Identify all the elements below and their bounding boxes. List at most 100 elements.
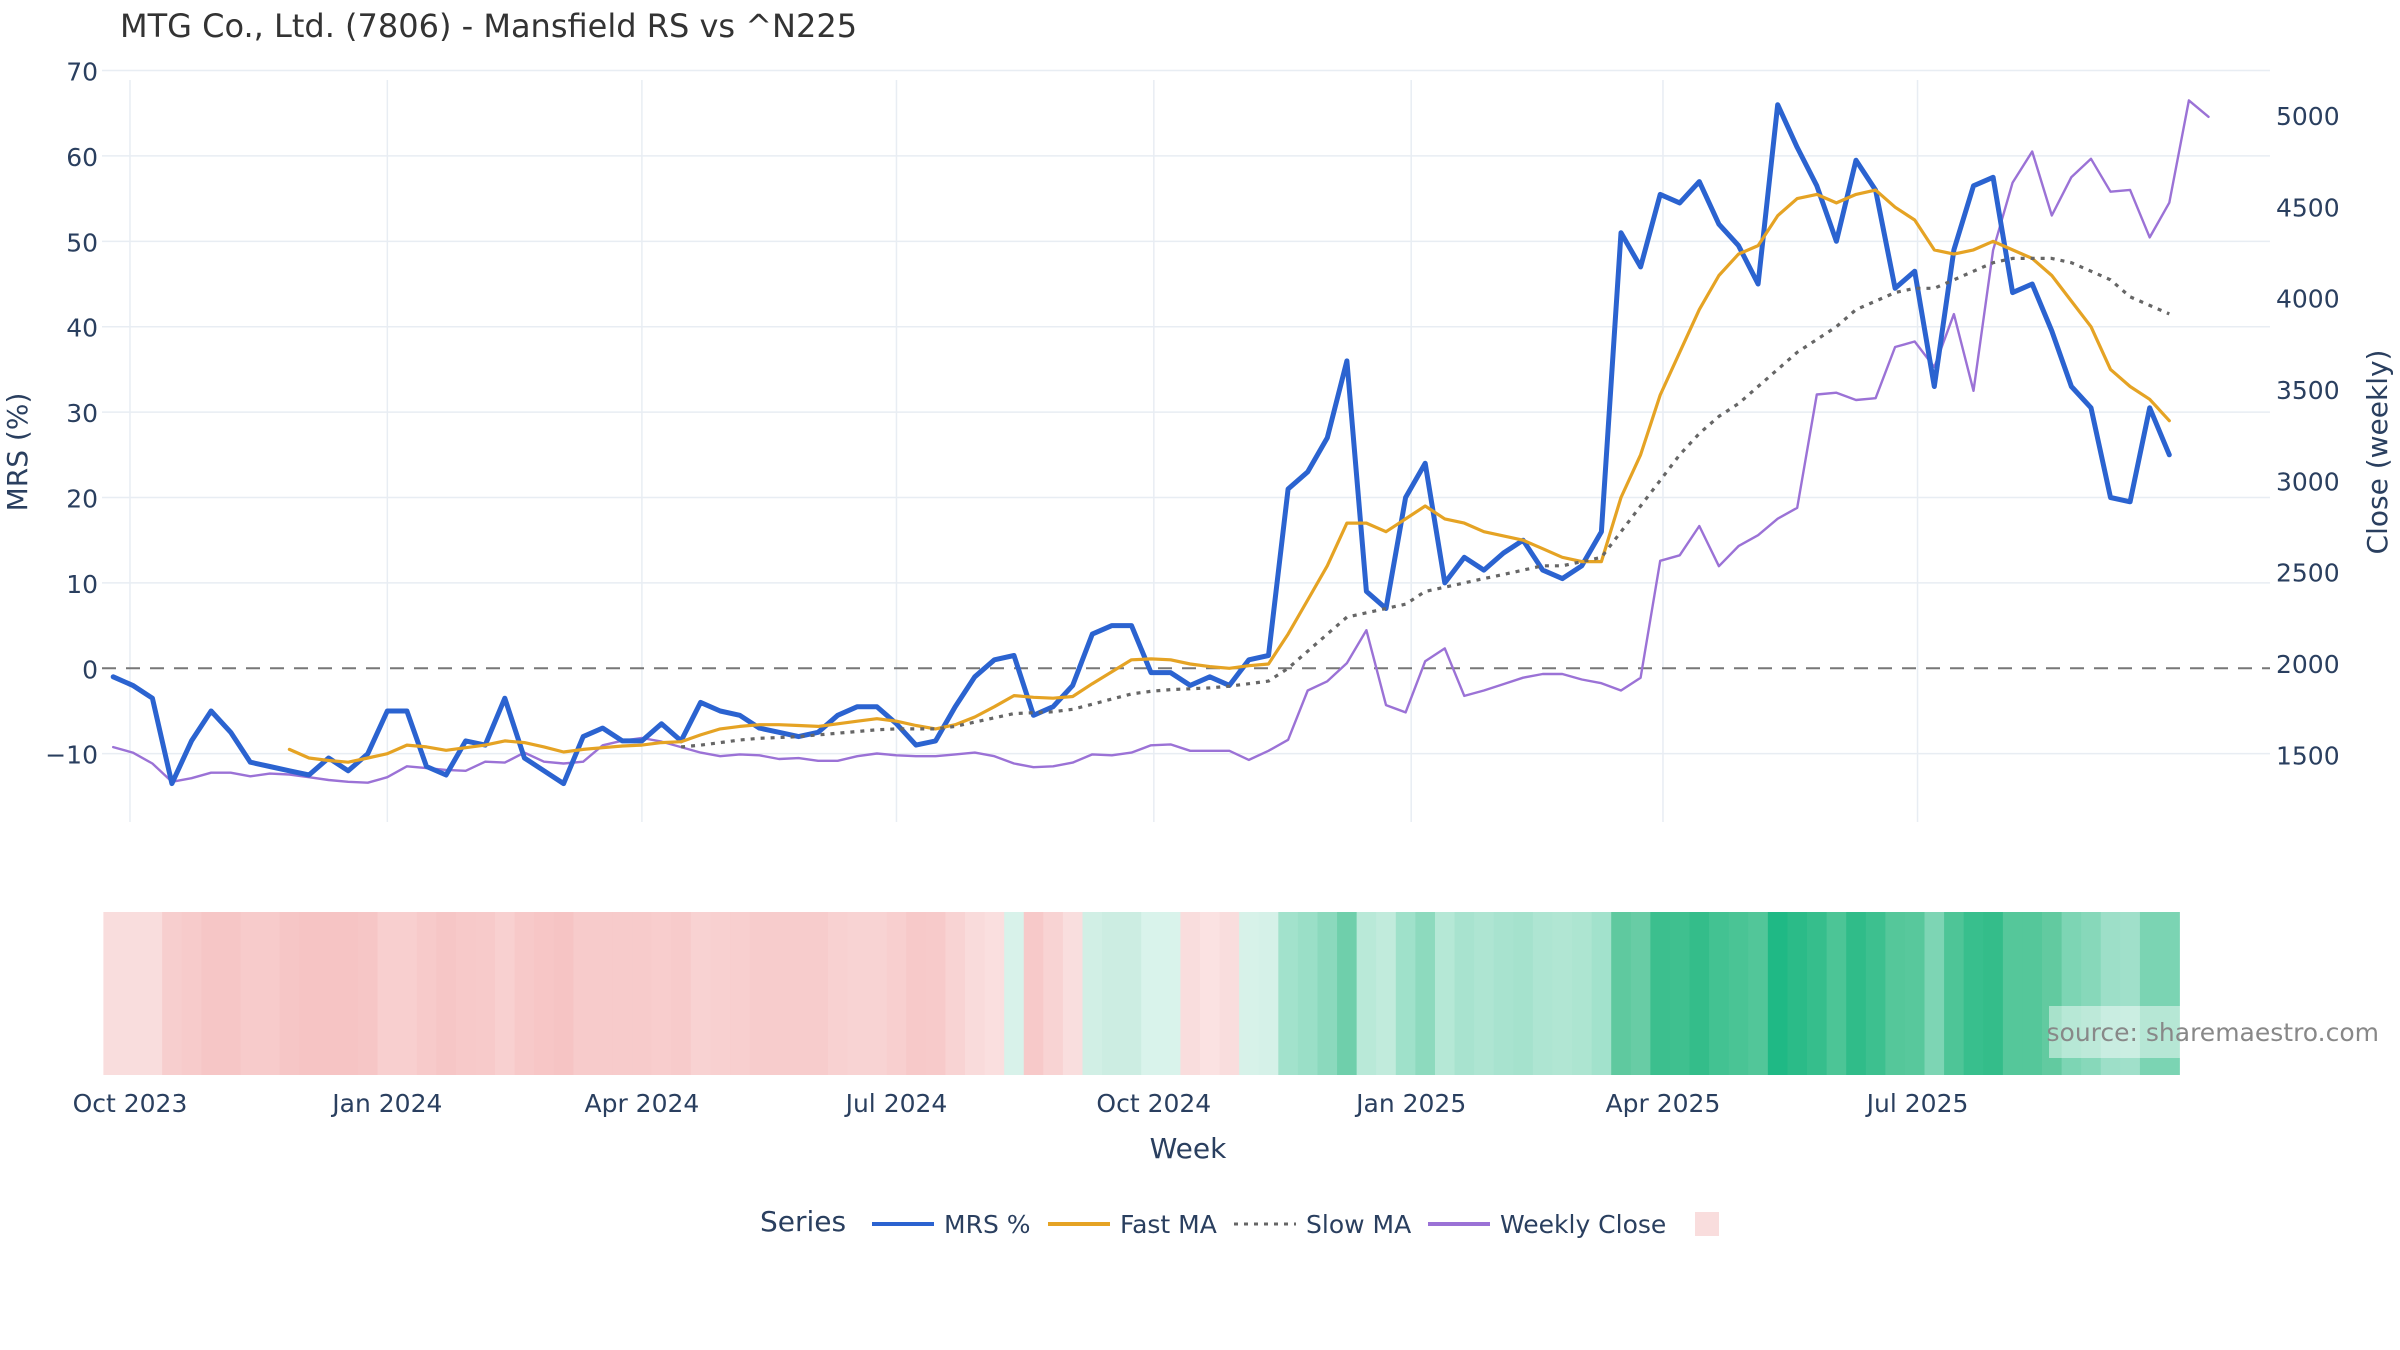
regime-band-cell bbox=[1826, 912, 1847, 1075]
y-tick-label: 0 bbox=[82, 655, 98, 684]
y-tick-label: 40 bbox=[66, 314, 98, 343]
x-tick-label: Jul 2024 bbox=[844, 1089, 948, 1118]
regime-band-cell bbox=[377, 912, 398, 1075]
regime-band-cell bbox=[2159, 912, 2180, 1075]
regime-band-cell bbox=[1552, 912, 1573, 1075]
regime-band-cell bbox=[162, 912, 183, 1075]
legend-swatch bbox=[1695, 1212, 1719, 1236]
y-tick-label: 30 bbox=[66, 399, 98, 428]
regime-band bbox=[103, 912, 2180, 1075]
y2-tick-label: 3000 bbox=[2276, 467, 2340, 496]
regime-band-cell bbox=[847, 912, 868, 1075]
y2-tick-label: 2000 bbox=[2276, 650, 2340, 679]
x-tick-label: Jul 2025 bbox=[1865, 1089, 1969, 1118]
regime-band-cell bbox=[1102, 912, 1123, 1075]
chart-title: MTG Co., Ltd. (7806) - Mansfield RS vs ^… bbox=[120, 7, 857, 45]
regime-band-cell bbox=[103, 912, 124, 1075]
regime-band-cell bbox=[1846, 912, 1867, 1075]
tick-layer: −10 0 10 20 30 40 50 60 70 1500 2000 2500 3000 3500 40… bbox=[45, 58, 2339, 1118]
legend-label: Weekly Close bbox=[1500, 1210, 1666, 1239]
regime-band-cell bbox=[671, 912, 692, 1075]
regime-band-cell bbox=[260, 912, 281, 1075]
y2-tick-label: 2500 bbox=[2276, 559, 2340, 588]
legend-item: Fast MA bbox=[1048, 1210, 1217, 1239]
regime-band-cell bbox=[1415, 912, 1436, 1075]
regime-band-cell bbox=[1395, 912, 1417, 1075]
y-tick-label: 10 bbox=[66, 570, 98, 599]
legend-label: MRS % bbox=[944, 1210, 1031, 1239]
y-tick-label: −10 bbox=[45, 741, 98, 770]
regime-band-cell bbox=[357, 912, 379, 1075]
series-line-weekly-close bbox=[112, 99, 2210, 784]
regime-band-cell bbox=[1983, 912, 2004, 1075]
x-tick-label: Apr 2025 bbox=[1606, 1089, 1721, 1118]
y2-axis-title: Close (weekly) bbox=[2361, 350, 2394, 555]
regime-band-cell bbox=[1748, 912, 1769, 1075]
regime-band-cell bbox=[1669, 912, 1691, 1075]
regime-band-cell bbox=[416, 912, 438, 1075]
regime-band-cell bbox=[1141, 912, 1162, 1075]
regime-band-cell bbox=[1865, 912, 1887, 1075]
regime-band-cell bbox=[1650, 912, 1671, 1075]
y-tick-label: 60 bbox=[66, 143, 98, 172]
regime-band-cell bbox=[632, 912, 653, 1075]
regime-band-cell bbox=[318, 912, 340, 1075]
regime-band-cell bbox=[1611, 912, 1632, 1075]
regime-band-cell bbox=[1924, 912, 1945, 1075]
y2-tick-label: 5000 bbox=[2276, 102, 2340, 131]
regime-band-cell bbox=[1454, 912, 1475, 1075]
series-line-fast-ma bbox=[287, 188, 2171, 764]
series-line-mrs bbox=[110, 102, 2172, 787]
legend-item: Slow MA bbox=[1234, 1210, 1411, 1239]
regime-band-cell bbox=[710, 912, 731, 1075]
y-tick-label: 20 bbox=[66, 485, 98, 514]
regime-band-cell bbox=[1807, 912, 1828, 1075]
regime-band-cell bbox=[2081, 912, 2102, 1075]
regime-band-cell bbox=[299, 912, 320, 1075]
regime-band-cell bbox=[769, 912, 790, 1075]
regime-band-cell bbox=[1376, 912, 1397, 1075]
regime-band-cell bbox=[827, 912, 849, 1075]
legend-label: Slow MA bbox=[1306, 1210, 1411, 1239]
regime-band-cell bbox=[1689, 912, 1710, 1075]
regime-band-cell bbox=[181, 912, 203, 1075]
regime-band-cell bbox=[1963, 912, 1985, 1075]
regime-band-cell bbox=[553, 912, 575, 1075]
regime-band-cell bbox=[1082, 912, 1103, 1075]
regime-band-cell bbox=[1434, 912, 1456, 1075]
legend: Series MRS % Fast MA Slow MA Weekly Close bbox=[760, 1205, 1719, 1239]
legend-label: Fast MA bbox=[1120, 1210, 1217, 1239]
watermark: source: sharemaestro.com bbox=[2047, 1006, 2385, 1058]
regime-band-cell bbox=[1513, 912, 1534, 1075]
regime-band-cell bbox=[240, 912, 261, 1075]
regime-band-cell bbox=[1591, 912, 1613, 1075]
regime-band-cell bbox=[808, 912, 829, 1075]
legend-item: Weekly Close bbox=[1428, 1210, 1666, 1239]
regime-band-cell bbox=[122, 912, 144, 1075]
regime-band-cell bbox=[573, 912, 594, 1075]
x-tick-label: Jan 2024 bbox=[330, 1089, 442, 1118]
y2-tick-label: 1500 bbox=[2276, 741, 2340, 770]
legend-title: Series bbox=[760, 1205, 846, 1238]
regime-band-cell bbox=[945, 912, 966, 1075]
regime-band-cell bbox=[1904, 912, 1926, 1075]
regime-band-cell bbox=[1885, 912, 1906, 1075]
regime-band-cell bbox=[730, 912, 751, 1075]
y-tick-label: 50 bbox=[66, 228, 98, 257]
regime-band-cell bbox=[2022, 912, 2043, 1075]
regime-band-cell bbox=[867, 912, 888, 1075]
regime-band-cell bbox=[1532, 912, 1554, 1075]
regime-band-cell bbox=[495, 912, 516, 1075]
regime-band-cell bbox=[455, 912, 477, 1075]
regime-band-cell bbox=[1160, 912, 1182, 1075]
regime-band-cell bbox=[788, 912, 810, 1075]
y2-tick-label: 4000 bbox=[2276, 285, 2340, 314]
y-axis-title: MRS (%) bbox=[1, 393, 34, 512]
regime-band-cell bbox=[1787, 912, 1808, 1075]
regime-band-cell bbox=[651, 912, 673, 1075]
y2-tick-label: 3500 bbox=[2276, 376, 2340, 405]
x-tick-label: Oct 2023 bbox=[73, 1089, 188, 1118]
regime-band-cell bbox=[612, 912, 633, 1075]
regime-band-cell bbox=[338, 912, 359, 1075]
regime-band-cell bbox=[1767, 912, 1789, 1075]
